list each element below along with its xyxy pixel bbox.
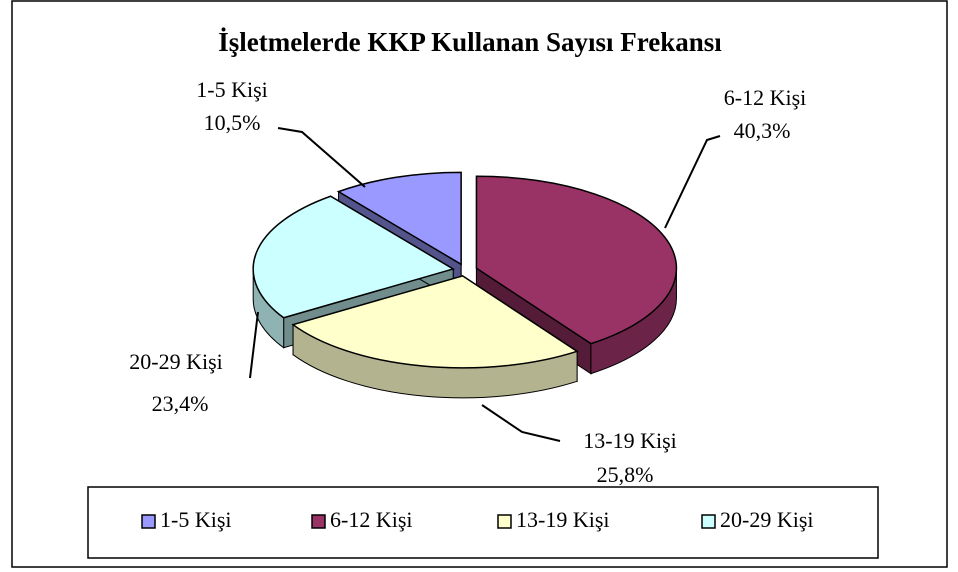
legend-items: 1-5 Kişi 6-12 Kişi 13-19 Kişi 20-29 Kişi bbox=[141, 507, 814, 532]
legend-label: 20-29 Kişi bbox=[720, 507, 814, 532]
slice-top bbox=[475, 175, 678, 345]
leader-line bbox=[481, 404, 561, 442]
chart-title: İşletmelerde KKP Kullanan Sayısı Frekans… bbox=[218, 27, 722, 57]
slice-value-label: 25,8% bbox=[597, 462, 654, 487]
leader-line bbox=[664, 135, 721, 229]
legend-swatch bbox=[311, 514, 326, 529]
leader-line bbox=[249, 311, 259, 379]
legend bbox=[87, 486, 879, 559]
leader-line bbox=[277, 127, 366, 188]
legend-swatch bbox=[141, 514, 156, 529]
slice-label: 20-29 Kişi bbox=[129, 349, 223, 374]
pie bbox=[252, 171, 678, 399]
slice-top bbox=[291, 275, 579, 369]
legend-label: 13-19 Kişi bbox=[516, 507, 610, 532]
slice-label: 6-12 Kişi bbox=[724, 85, 807, 110]
slice-top bbox=[252, 195, 456, 319]
legend-swatch bbox=[497, 514, 512, 529]
slice-label: 1-5 Kişi bbox=[196, 77, 268, 102]
legend-swatch bbox=[701, 514, 716, 529]
slice-label: 13-19 Kişi bbox=[583, 428, 677, 453]
slice-top bbox=[336, 171, 462, 266]
slice-value-label: 23,4% bbox=[152, 391, 209, 416]
slice-value-label: 10,5% bbox=[204, 110, 261, 135]
leader-lines bbox=[249, 127, 721, 442]
legend-label: 1-5 Kişi bbox=[160, 507, 232, 532]
pie-slice bbox=[291, 274, 579, 399]
slice-value-label: 40,3% bbox=[734, 118, 791, 143]
legend-label: 6-12 Kişi bbox=[330, 507, 413, 532]
